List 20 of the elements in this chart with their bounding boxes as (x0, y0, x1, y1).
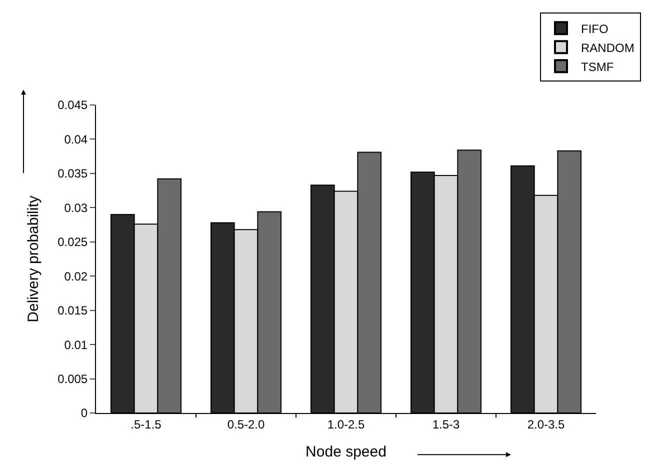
y-tick-label: 0 (80, 406, 88, 420)
y-axis-title: Delivery probability (24, 195, 42, 322)
legend-label: FIFO (581, 22, 608, 36)
x-tick-label: 0.5-2.0 (227, 417, 266, 432)
y-tick-label: 0.04 (64, 132, 88, 146)
y-tick-label: 0.045 (58, 98, 88, 112)
y-tick-label: 0.01 (64, 338, 88, 352)
x-tick-label: 2.0-3.5 (527, 417, 566, 432)
legend-label: TSMF (581, 60, 614, 74)
y-tick-label: 0.03 (64, 200, 88, 215)
y-tick-label: 0.035 (58, 166, 88, 181)
x-axis-title: Node speed (306, 443, 386, 460)
y-tick-label: 0.02 (64, 269, 88, 284)
y-tick-label: 0.005 (58, 372, 88, 386)
y-tick-label: 0.015 (58, 304, 88, 318)
x-tick-label: 1.5-3 (432, 417, 460, 432)
legend-label: RANDOM (581, 40, 634, 55)
x-tick-label: .5-1.5 (130, 417, 162, 432)
y-tick-label: 0.025 (58, 235, 88, 250)
x-tick-label: 1.0-2.5 (327, 417, 366, 432)
